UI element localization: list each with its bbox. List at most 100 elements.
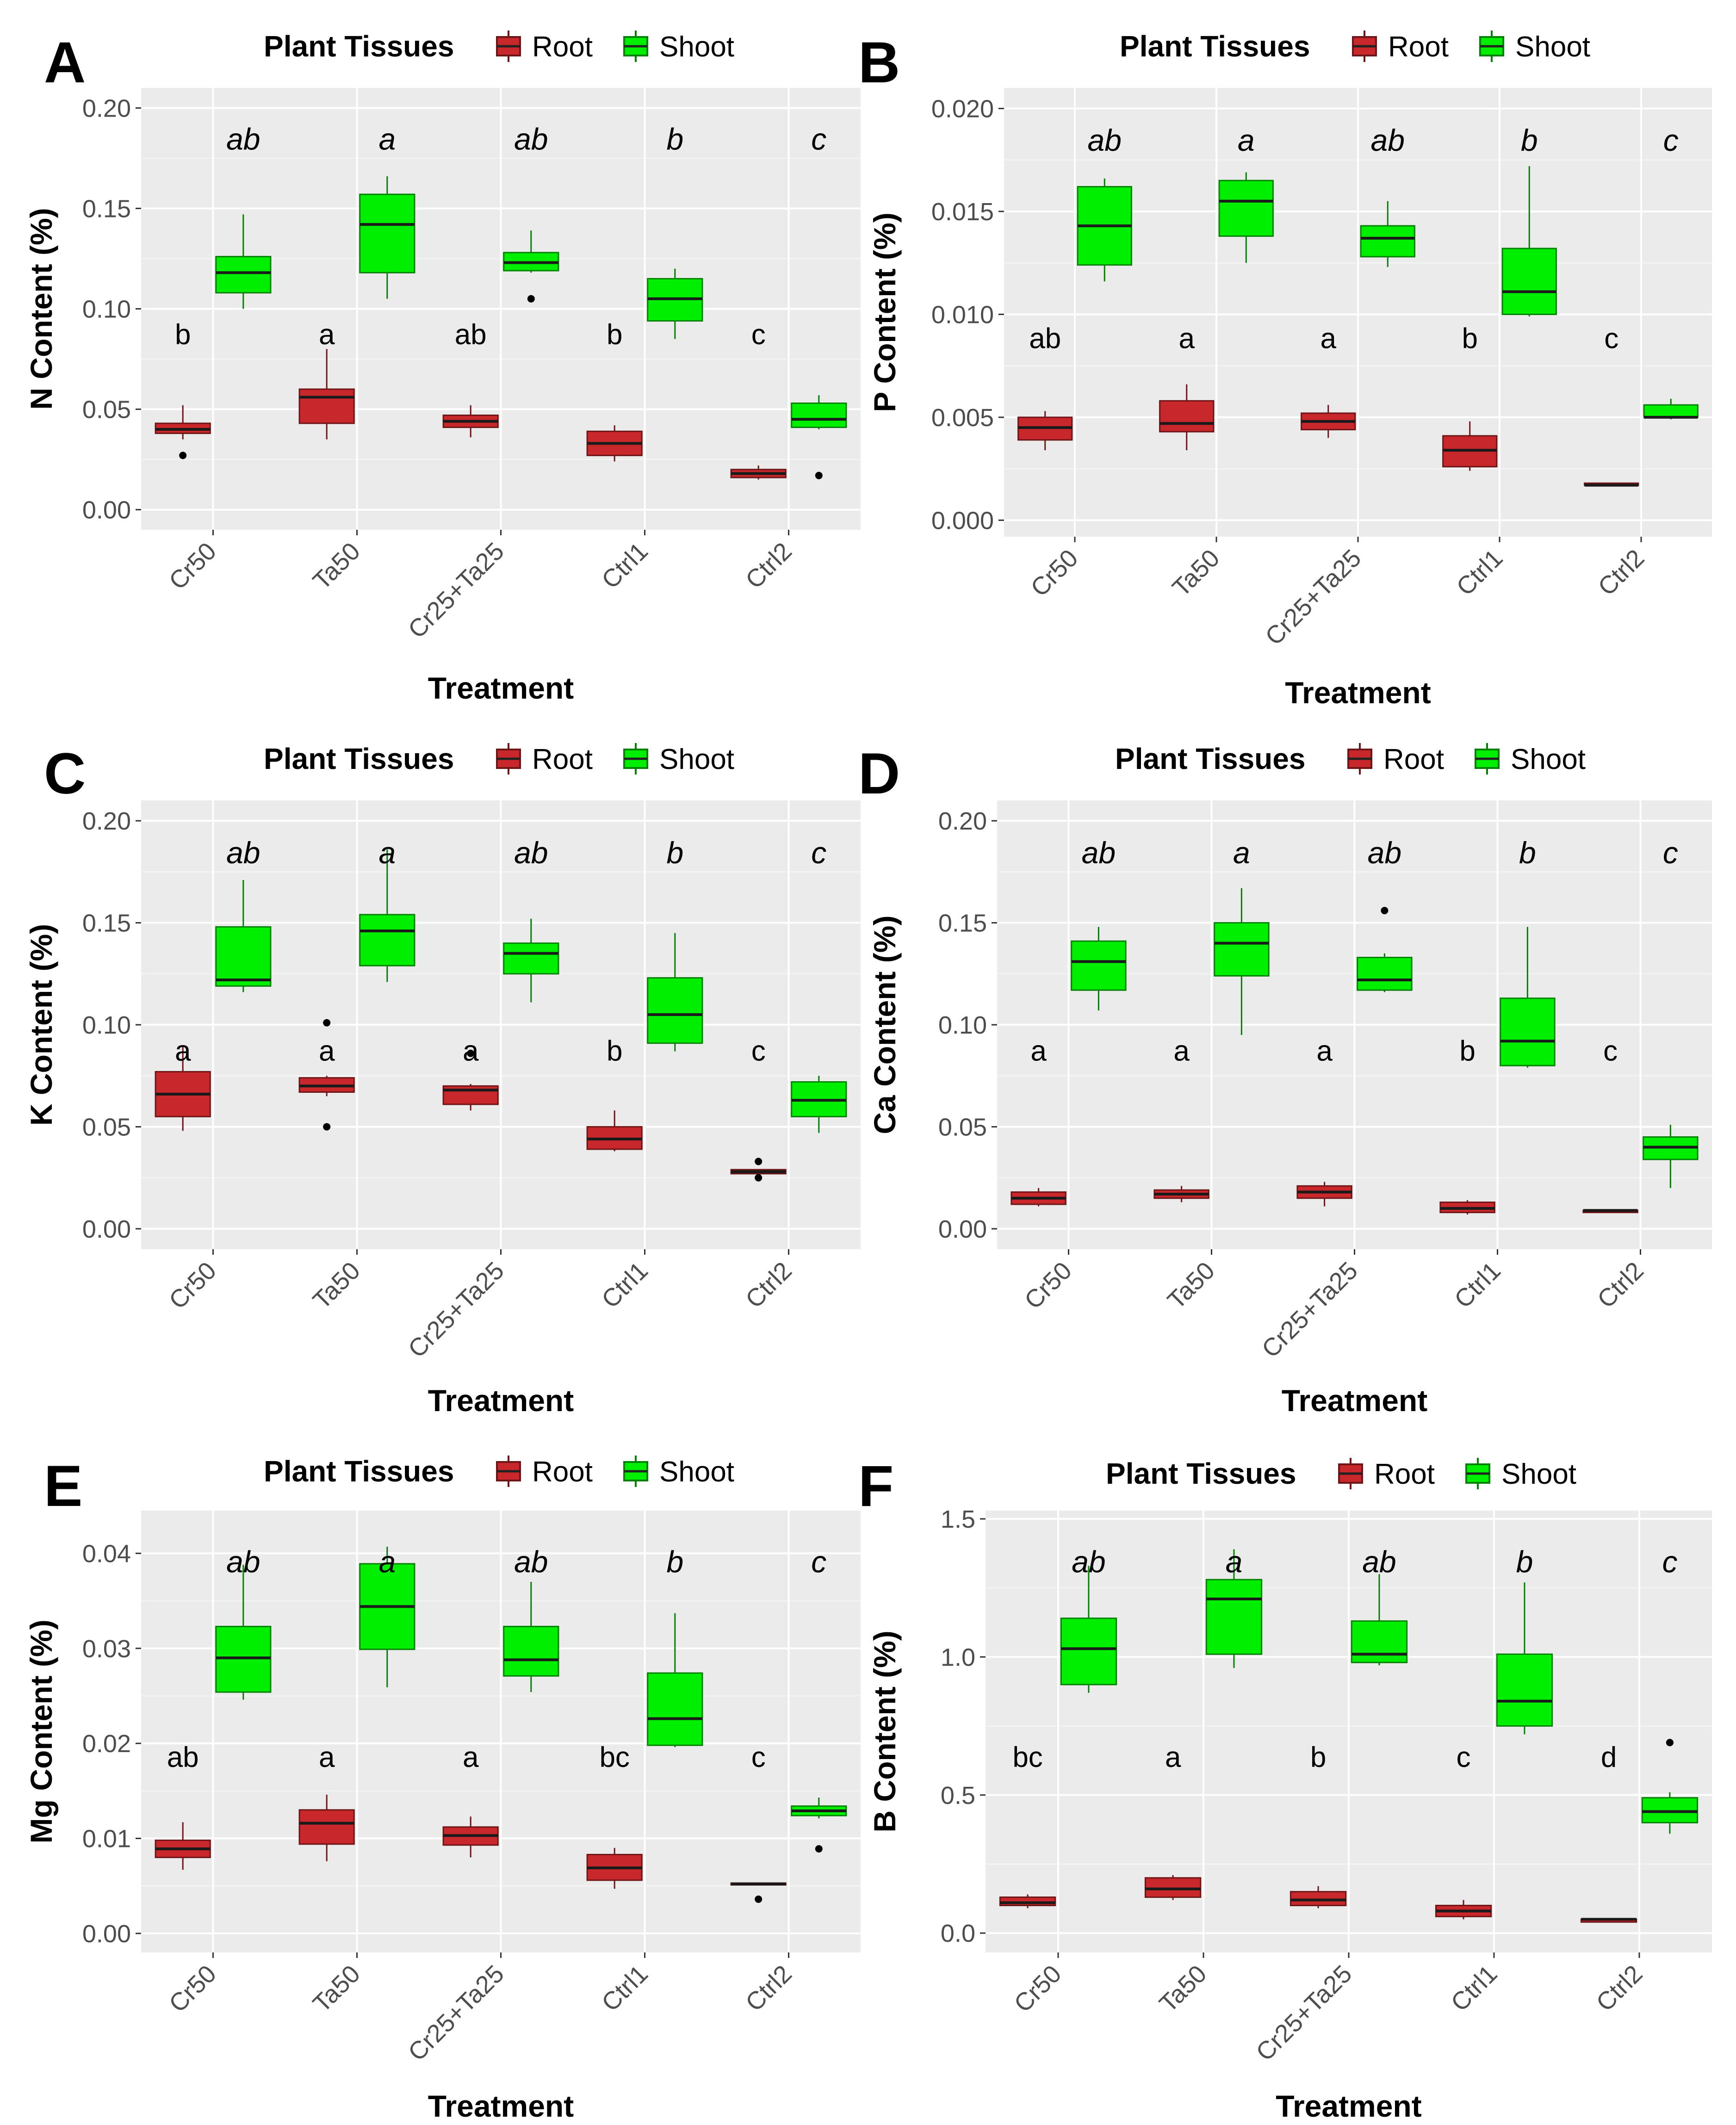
box-root-cr25+ta25 xyxy=(1301,405,1356,438)
box-root-ta50 xyxy=(1159,384,1215,451)
y-tick-label: 1.0 xyxy=(941,1643,975,1671)
box-shoot-ctrl2 xyxy=(1643,398,1699,420)
significance-letter-shoot: ab xyxy=(514,122,548,156)
x-tick-label: Ctrl2 xyxy=(740,537,797,594)
box-shoot-ctrl1 xyxy=(647,268,703,339)
y-tick-label: 0.10 xyxy=(938,1011,987,1039)
outlier-point xyxy=(323,1019,331,1027)
outlier-point xyxy=(323,1123,331,1131)
box-root-ctrl1 xyxy=(586,425,643,462)
significance-letter-root: a xyxy=(1316,1035,1333,1067)
y-tick-label: 0.15 xyxy=(938,910,987,937)
outlier-point xyxy=(467,1049,475,1057)
iqr-box xyxy=(1351,1620,1408,1663)
significance-letter-shoot: ab xyxy=(1371,123,1405,157)
significance-letter-root: a xyxy=(1178,323,1195,355)
x-tick-label: Ctrl1 xyxy=(1449,1257,1506,1313)
significance-letter-shoot: a xyxy=(1233,836,1250,870)
outlier-point xyxy=(755,1174,763,1182)
legend-entry-root: Root xyxy=(1338,1458,1435,1490)
box-root-ta50 xyxy=(298,1019,355,1131)
box-shoot-ctrl1 xyxy=(1501,166,1557,316)
legend: Plant Tissues Root Shoot xyxy=(1115,742,1586,775)
significance-letter-root: a xyxy=(319,1741,335,1773)
significance-letter-root: bc xyxy=(599,1741,629,1773)
iqr-box xyxy=(215,926,272,987)
legend-entry-root: Root xyxy=(496,743,593,775)
box-root-cr25+ta25 xyxy=(1296,1182,1352,1207)
legend: Plant Tissues Root Shoot xyxy=(1120,30,1590,63)
iqr-box xyxy=(503,942,559,975)
box-shoot-ta50 xyxy=(1214,888,1270,1035)
y-tick-label: 0.20 xyxy=(938,807,987,835)
box-root-ta50 xyxy=(298,349,355,440)
panel-letter: A xyxy=(44,31,86,95)
significance-letter-shoot: b xyxy=(1519,836,1536,870)
legend-label: Shoot xyxy=(659,31,734,63)
box-shoot-ta50 xyxy=(1205,1549,1263,1668)
legend-entry-root: Root xyxy=(496,31,593,63)
box-root-ctrl2 xyxy=(1584,482,1639,487)
x-tick-label: Cr50 xyxy=(164,1257,222,1314)
box-shoot-cr50 xyxy=(1071,927,1127,1011)
outlier-point xyxy=(755,1158,763,1165)
box-shoot-cr50 xyxy=(1060,1566,1117,1693)
iqr-box xyxy=(1218,180,1274,237)
iqr-box xyxy=(1643,404,1699,418)
legend: Plant Tissues Root Shoot xyxy=(264,30,734,63)
x-axis-title: Treatment xyxy=(428,1383,574,1418)
significance-letter-root: c xyxy=(751,319,766,351)
box-root-ctrl2 xyxy=(1582,1209,1638,1214)
box-shoot-ctrl1 xyxy=(1500,927,1556,1068)
legend-title: Plant Tissues xyxy=(264,30,454,63)
significance-letter-shoot: ab xyxy=(1082,836,1116,870)
y-tick-label: 0.010 xyxy=(931,301,994,328)
iqr-box xyxy=(1357,957,1413,991)
significance-letter-root: a xyxy=(175,1035,191,1067)
significance-letter-shoot: b xyxy=(666,122,683,156)
iqr-box xyxy=(791,403,847,428)
x-tick-label: Ta50 xyxy=(308,537,366,595)
legend-entry-shoot: Shoot xyxy=(623,1456,734,1488)
x-tick-label: Ctrl1 xyxy=(1445,1960,1502,2017)
x-tick-label: Cr25+Ta25 xyxy=(1257,1257,1363,1363)
iqr-box xyxy=(1500,997,1556,1066)
significance-letter-root: bc xyxy=(1012,1741,1042,1773)
iqr-box xyxy=(298,1809,355,1845)
panel-letter: F xyxy=(858,1454,893,1518)
legend-label: Shoot xyxy=(659,1456,734,1488)
legend-label: Shoot xyxy=(659,743,734,775)
x-axis-title: Treatment xyxy=(1285,675,1431,710)
box-root-cr50 xyxy=(1011,1188,1066,1207)
panel-letter: C xyxy=(44,742,86,806)
x-tick-label: Ctrl1 xyxy=(596,1960,653,2017)
y-tick-label: 0.0 xyxy=(941,1920,975,1947)
box-shoot-ctrl2 xyxy=(791,395,847,479)
panel-A: A Plant Tissues Root Shoot 0.00 0.05 0.10 0.15 0… xyxy=(24,30,861,705)
iqr-box xyxy=(1071,940,1127,991)
x-tick-label: Ta50 xyxy=(308,1960,366,2018)
x-tick-label: Cr50 xyxy=(1019,1257,1077,1314)
significance-letter-root: a xyxy=(463,1741,479,1773)
box-shoot-ta50 xyxy=(359,1547,415,1687)
significance-letter-root: a xyxy=(319,1035,335,1067)
y-axis-title: N Content (%) xyxy=(24,208,58,409)
box-shoot-ctrl1 xyxy=(647,933,703,1052)
iqr-box xyxy=(1501,248,1557,315)
significance-letter-shoot: ab xyxy=(514,836,548,870)
legend-label: Shoot xyxy=(1515,31,1590,63)
significance-letter-shoot: ab xyxy=(1362,1545,1396,1579)
box-root-cr25+ta25 xyxy=(1290,1886,1347,1908)
box-root-ctrl1 xyxy=(586,1110,643,1152)
x-tick-label: Cr25+Ta25 xyxy=(403,1257,509,1363)
panel-B: B Plant Tissues Root Shoot 0.000 0.005 0.010 0.… xyxy=(858,30,1712,710)
y-tick-label: 0.15 xyxy=(82,910,131,937)
x-tick-label: Ctrl1 xyxy=(1451,544,1508,601)
x-tick-label: Cr25+Ta25 xyxy=(1260,544,1366,651)
significance-letter-shoot: c xyxy=(811,122,826,156)
outlier-point xyxy=(527,295,535,303)
outlier-point xyxy=(179,452,187,459)
box-root-cr50 xyxy=(1017,411,1073,451)
significance-letter-root: c xyxy=(751,1741,766,1773)
significance-letter-root: b xyxy=(607,1035,622,1067)
